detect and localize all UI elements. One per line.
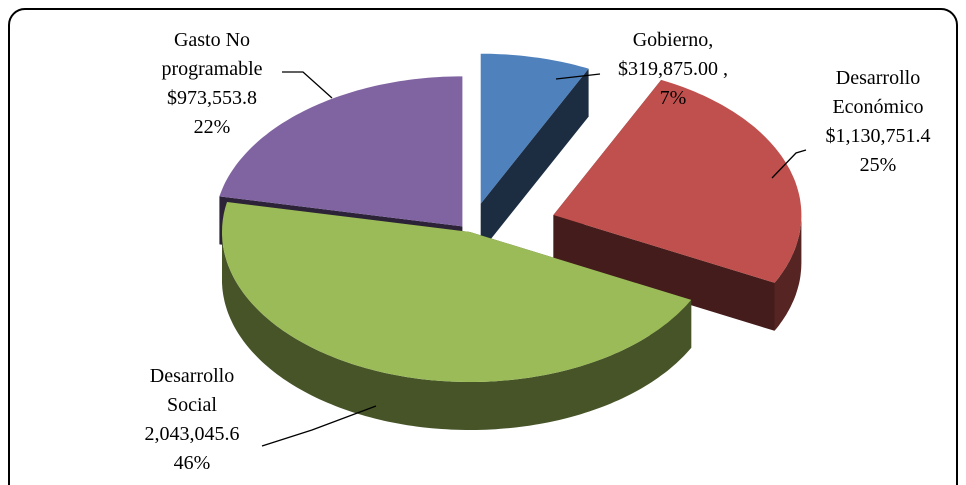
slice-side — [222, 232, 692, 430]
category-label: Gasto No programable — [161, 29, 263, 80]
slice-top — [222, 202, 692, 382]
value-label: $973,553.8 — [167, 87, 257, 109]
leader-line — [555, 73, 601, 80]
slice-top — [219, 76, 463, 227]
slice-wall — [480, 68, 589, 252]
value-label: 2,043,045.6 — [144, 423, 240, 445]
value-label: $1,130,751.4 — [825, 125, 931, 147]
value-label: $319,875.00 , — [618, 58, 728, 80]
leader-line — [261, 405, 377, 447]
data-label: Desarrollo Social 2,043,045.6 46% — [140, 362, 245, 478]
leader-line — [771, 149, 807, 179]
category-label: Gobierno, — [632, 29, 714, 51]
slice-top — [480, 53, 589, 204]
pie-slice — [480, 53, 589, 252]
pie-slice — [553, 79, 802, 331]
pie-slice — [222, 202, 692, 430]
category-label: Desarrollo Económico — [832, 67, 924, 118]
leader-line — [282, 71, 333, 99]
category-label: Desarrollo Social — [149, 365, 235, 416]
percent-label: 22% — [193, 116, 231, 138]
percent-label: 46% — [173, 452, 211, 474]
percent-label: 25% — [859, 154, 897, 176]
data-label: Gobierno, $319,875.00 , 7% — [618, 26, 728, 113]
slice-top — [553, 79, 802, 283]
pie — [219, 53, 802, 430]
data-label: Gasto No programable $973,553.8 22% — [150, 26, 275, 142]
percent-label: 7% — [659, 87, 687, 109]
data-label: Desarrollo Económico $1,130,751.4 25% — [823, 64, 933, 180]
slice-side — [774, 215, 802, 331]
slice-wall — [553, 215, 775, 331]
